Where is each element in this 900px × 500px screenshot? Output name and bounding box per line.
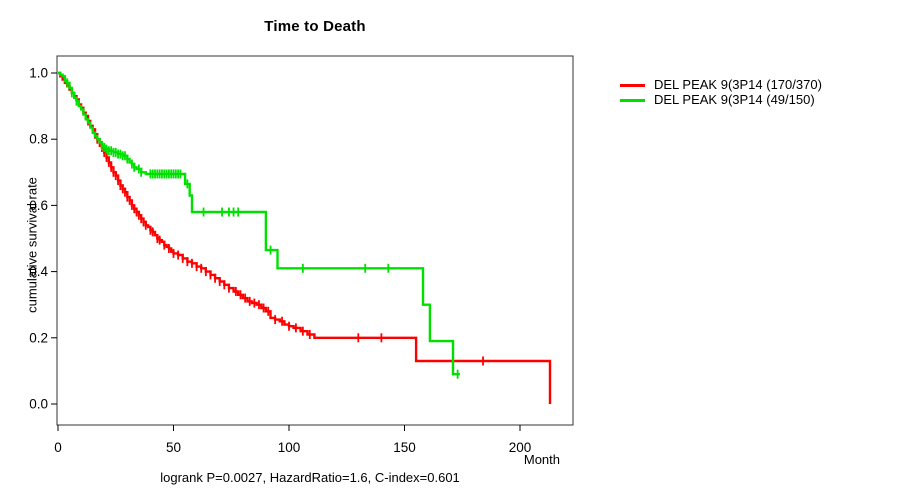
y-tick-label: 0.4 (29, 264, 48, 279)
legend-label-red: DEL PEAK 9(3P14 (170/370) (654, 77, 822, 92)
legend-item-green: DEL PEAK 9(3P14 (49/150) (620, 93, 822, 107)
x-tick-label: 100 (278, 440, 301, 455)
y-tick-label: 1.0 (29, 66, 48, 81)
x-tick-label: 200 (509, 440, 532, 455)
survival-curve-red (58, 71, 552, 404)
x-tick-label: 0 (54, 440, 62, 455)
y-tick-label: 0.6 (29, 198, 48, 213)
red-curve-swatch (620, 83, 645, 87)
y-tick-label: 0.0 (29, 397, 48, 412)
legend-item-red: DEL PEAK 9(3P14 (170/370) (620, 78, 822, 92)
green-curve-swatch (620, 98, 645, 102)
y-tick-label: 0.2 (29, 330, 48, 345)
survival-curve-green (58, 71, 460, 376)
x-tick-label: 50 (166, 440, 181, 455)
y-tick-label: 0.8 (29, 132, 48, 147)
chart-title: Time to Death (264, 18, 366, 35)
legend: DEL PEAK 9(3P14 (170/370) DEL PEAK 9(3P1… (620, 78, 822, 107)
stats-caption: logrank P=0.0027, HazardRatio=1.6, C-ind… (160, 470, 460, 485)
x-axis-label: Month (523, 452, 560, 467)
plot-box (56, 55, 574, 426)
legend-label-green: DEL PEAK 9(3P14 (49/150) (654, 92, 815, 107)
x-tick-label: 150 (393, 440, 416, 455)
